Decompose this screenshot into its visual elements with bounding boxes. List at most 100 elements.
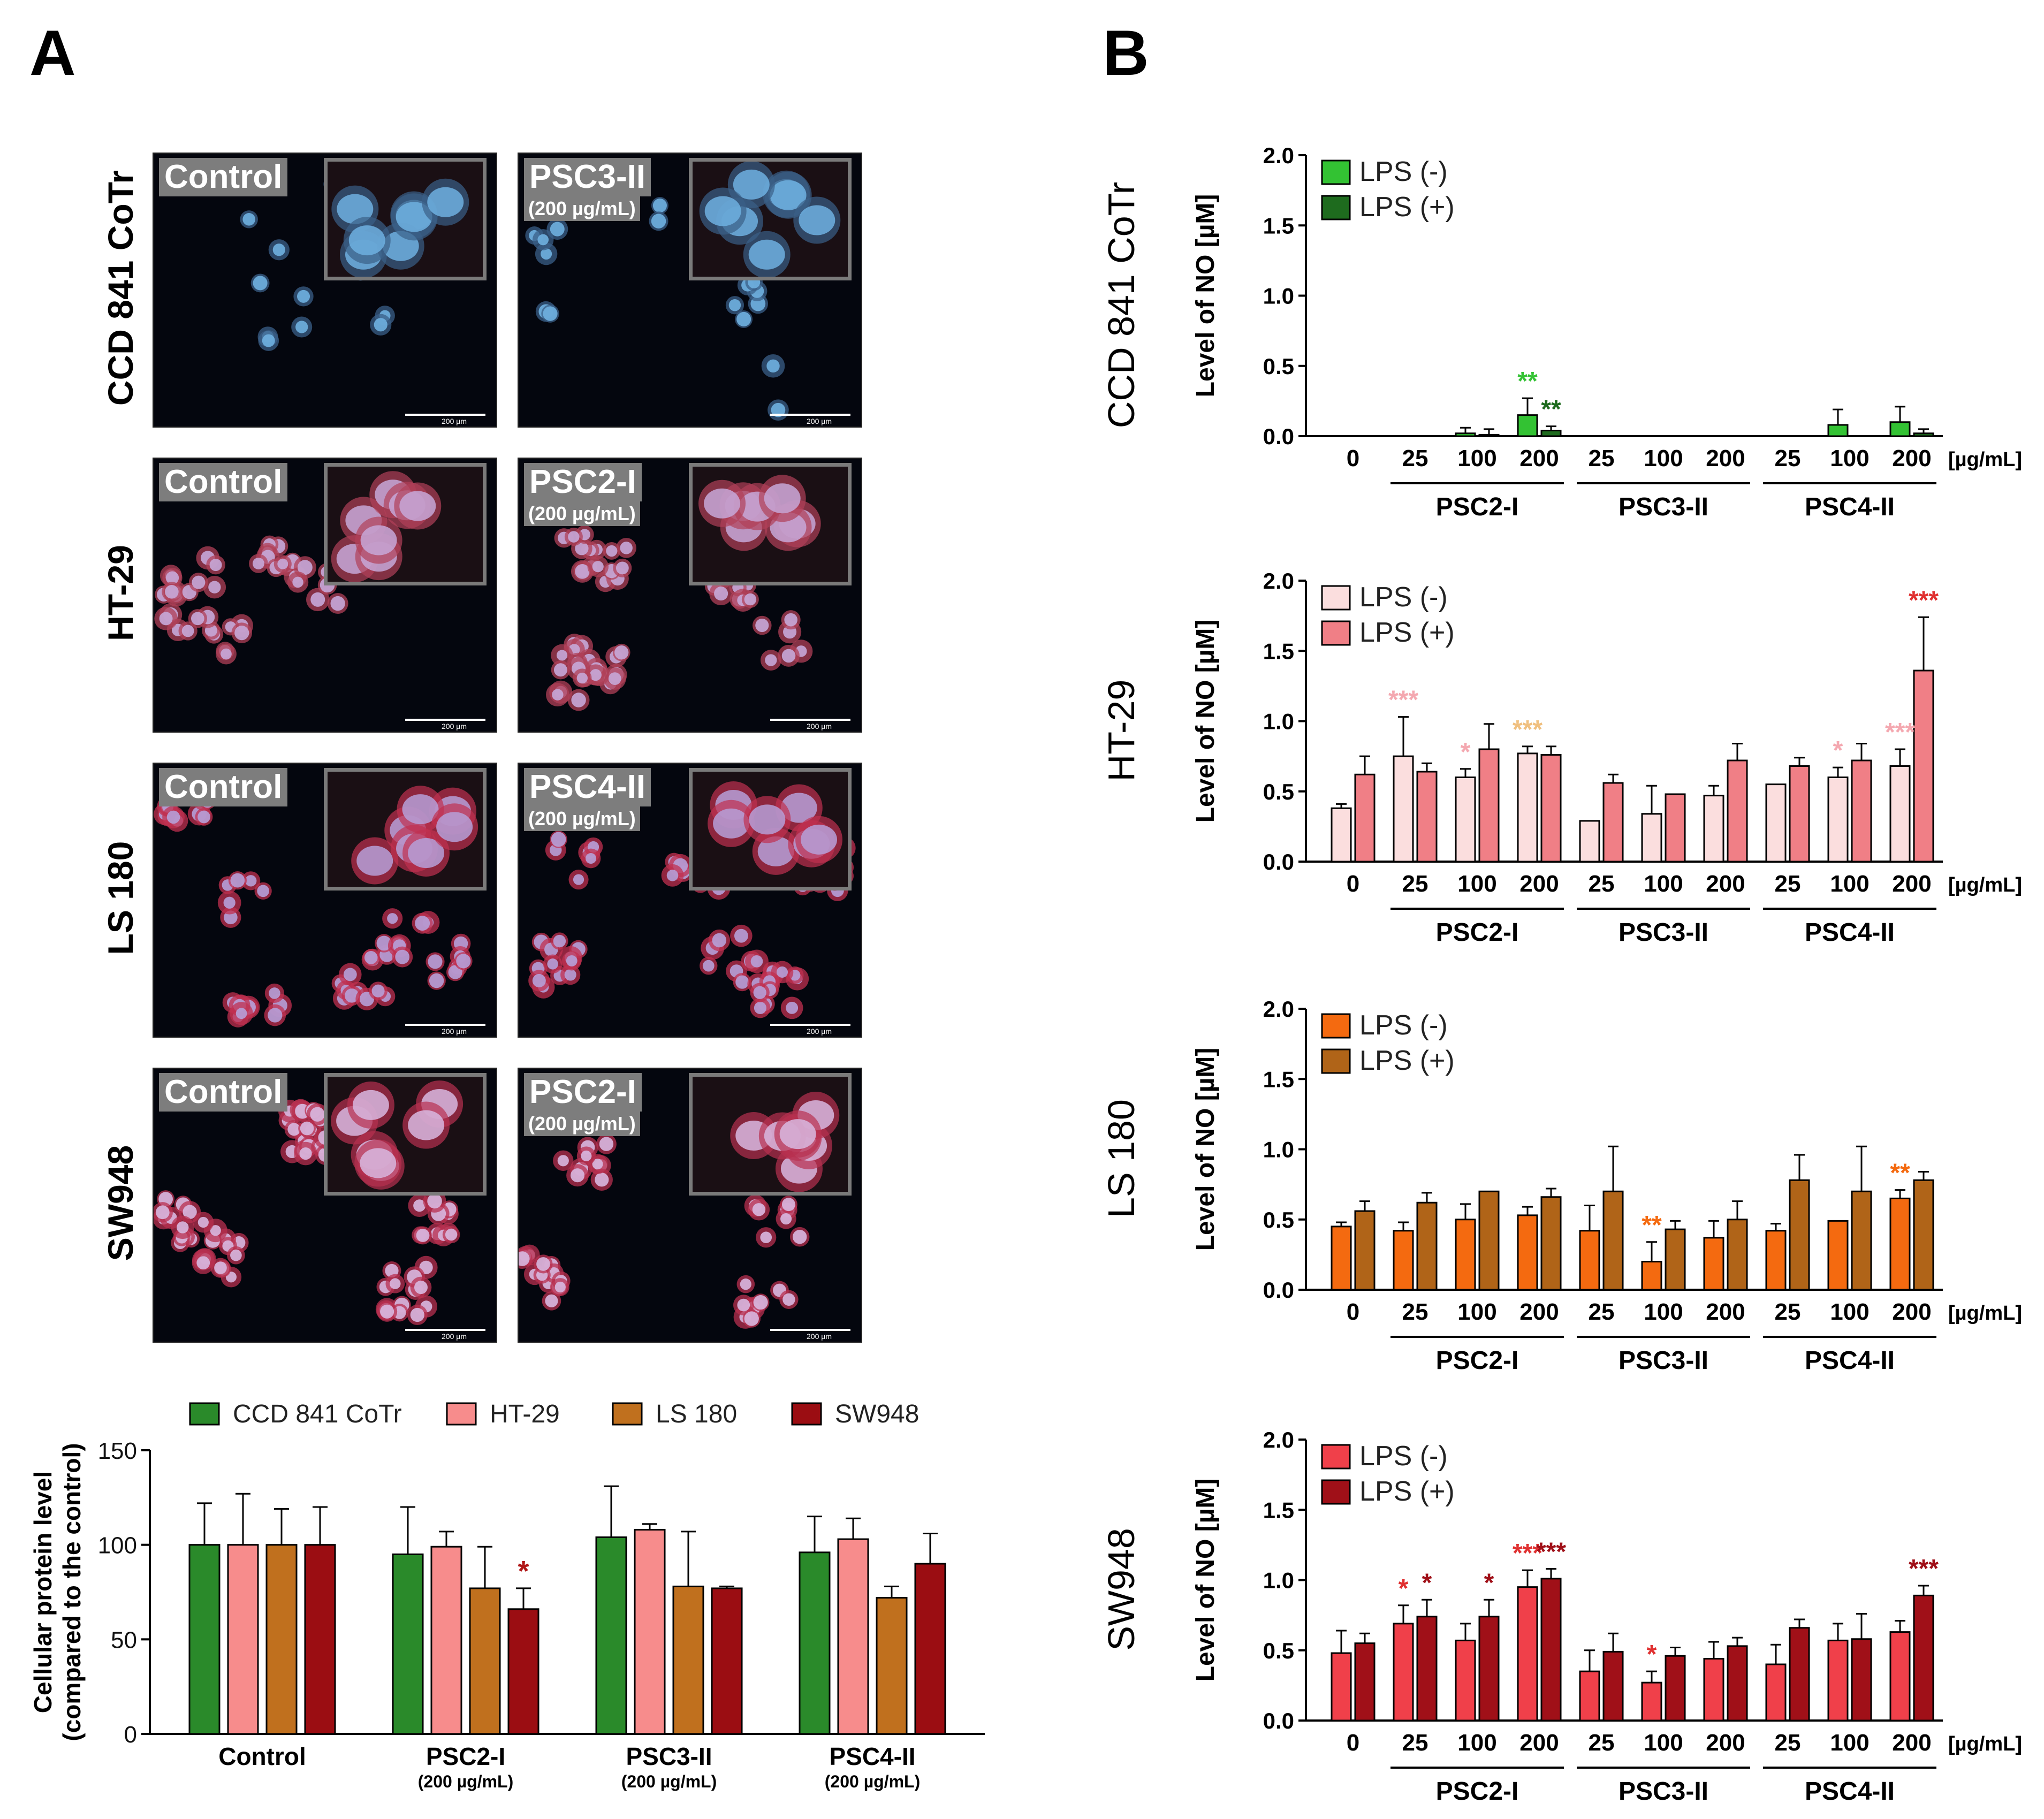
significance-mark: *** <box>1513 1539 1543 1567</box>
bar <box>1827 1220 1849 1291</box>
bar <box>1789 765 1810 863</box>
bar <box>1602 1650 1624 1722</box>
cell-nucleus <box>557 1155 569 1167</box>
legend-swatch <box>1321 1444 1351 1470</box>
bar <box>1393 1230 1414 1291</box>
cell-nucleus <box>571 692 586 707</box>
bar <box>1602 782 1624 863</box>
bar <box>1851 759 1872 863</box>
bar <box>1913 669 1934 863</box>
micrograph-label: Control <box>159 158 288 196</box>
group-label: PSC4-II <box>829 1742 915 1770</box>
group-label: PSC3-II <box>626 1742 712 1770</box>
significance-mark: ** <box>1541 395 1561 424</box>
bar <box>1478 433 1500 437</box>
cell-nucleus <box>537 234 549 246</box>
scale-bar-label: 200 µm <box>807 1332 832 1341</box>
cell-nucleus <box>620 542 633 554</box>
bar <box>1913 1179 1934 1291</box>
cell-nucleus <box>402 794 439 825</box>
scale-bar <box>770 1024 850 1026</box>
cell-nucleus <box>573 874 584 885</box>
cell-nucleus <box>592 1159 603 1170</box>
bar <box>711 1587 743 1735</box>
bar <box>1354 773 1376 863</box>
y-axis-label: Cellular protein level <box>29 1471 57 1713</box>
scale-bar <box>405 1024 485 1026</box>
bar <box>1455 432 1476 437</box>
significance-mark: * <box>1399 1574 1409 1603</box>
cell-nucleus <box>764 483 801 514</box>
bar <box>1789 1627 1810 1722</box>
x-tick-label: 25 <box>1775 445 1801 471</box>
x-tick-label: 0 <box>1347 871 1359 897</box>
significance-mark: * <box>1833 736 1843 765</box>
group-label: PSC2-I <box>1436 918 1519 947</box>
micrograph-treated: PSC2-I (200 µg/mL) 200 µm <box>518 1068 862 1343</box>
micrograph-zoom-inset <box>689 463 852 585</box>
bar <box>799 1551 831 1735</box>
bar <box>1641 1261 1662 1291</box>
cell-nucleus <box>779 1119 816 1150</box>
legend-label: LPS (-) <box>1359 1441 1448 1472</box>
cell-nucleus <box>413 1199 426 1212</box>
x-tick-label: 25 <box>1589 1730 1615 1756</box>
x-tick-label: 100 <box>1644 1299 1683 1325</box>
significance-mark: *** <box>1536 1538 1566 1566</box>
cell-nucleus <box>575 564 590 579</box>
cell-nucleus <box>757 836 794 866</box>
cell-nucleus <box>586 853 597 864</box>
group-label: PSC2-I <box>1436 493 1519 521</box>
cell-nucleus <box>712 933 727 948</box>
cell-nucleus <box>385 1264 399 1278</box>
y-axis-label-2: (compared to the control) <box>58 1443 86 1741</box>
x-tick-label: 25 <box>1589 871 1615 897</box>
cell-nucleus <box>272 243 285 256</box>
bar <box>430 1546 462 1735</box>
legend-swatch <box>791 1402 822 1426</box>
cell-nucleus <box>551 832 566 847</box>
x-tick-label: 200 <box>1892 1730 1931 1756</box>
cell-nucleus <box>235 1008 247 1019</box>
y-tick-label: 50 <box>111 1627 137 1653</box>
cell-nucleus <box>221 648 232 660</box>
cell-nucleus <box>257 885 270 897</box>
significance-mark: *** <box>1513 716 1543 744</box>
x-tick-label: 100 <box>1457 871 1496 897</box>
x-tick-label: 25 <box>1589 1299 1615 1325</box>
scale-bar <box>405 414 485 416</box>
x-tick-label: 100 <box>1830 445 1869 471</box>
cell-nucleus <box>748 239 785 270</box>
cell-nucleus <box>390 1278 401 1289</box>
bar <box>1765 1663 1787 1722</box>
cell-nucleus <box>445 1228 458 1241</box>
y-tick-label: 100 <box>98 1533 137 1559</box>
bar <box>304 1544 336 1735</box>
bar <box>1727 1645 1748 1722</box>
micrograph-zoom-inset <box>324 768 487 891</box>
bar <box>1540 754 1562 863</box>
bar <box>1889 765 1911 863</box>
group-label: PSC4-II <box>1805 918 1895 947</box>
x-tick-label: 200 <box>1706 871 1745 897</box>
cell-nucleus <box>192 575 206 589</box>
scale-bar-label: 200 µm <box>807 1027 832 1036</box>
y-tick-label: 2.0 <box>1263 996 1294 1022</box>
legend-label: LS 180 <box>656 1400 737 1428</box>
cell-nucleus <box>770 180 807 210</box>
cell-nucleus <box>210 1225 221 1236</box>
bar <box>1665 793 1686 863</box>
group-label: PSC3-II <box>1619 1346 1708 1375</box>
x-tick-label: 0 <box>1347 1299 1359 1325</box>
cell-nucleus <box>753 986 766 999</box>
bar <box>1517 1586 1538 1722</box>
x-tick-label: 200 <box>1519 445 1559 471</box>
micrograph-row-label: SW948 <box>101 1145 140 1261</box>
cell-nucleus <box>429 973 444 988</box>
bar <box>1703 1237 1724 1291</box>
bar <box>1703 1658 1724 1722</box>
cell-nucleus <box>300 1121 314 1136</box>
cell-nucleus <box>292 576 303 588</box>
cell-nucleus <box>792 1229 807 1244</box>
cell-nucleus <box>456 954 471 969</box>
